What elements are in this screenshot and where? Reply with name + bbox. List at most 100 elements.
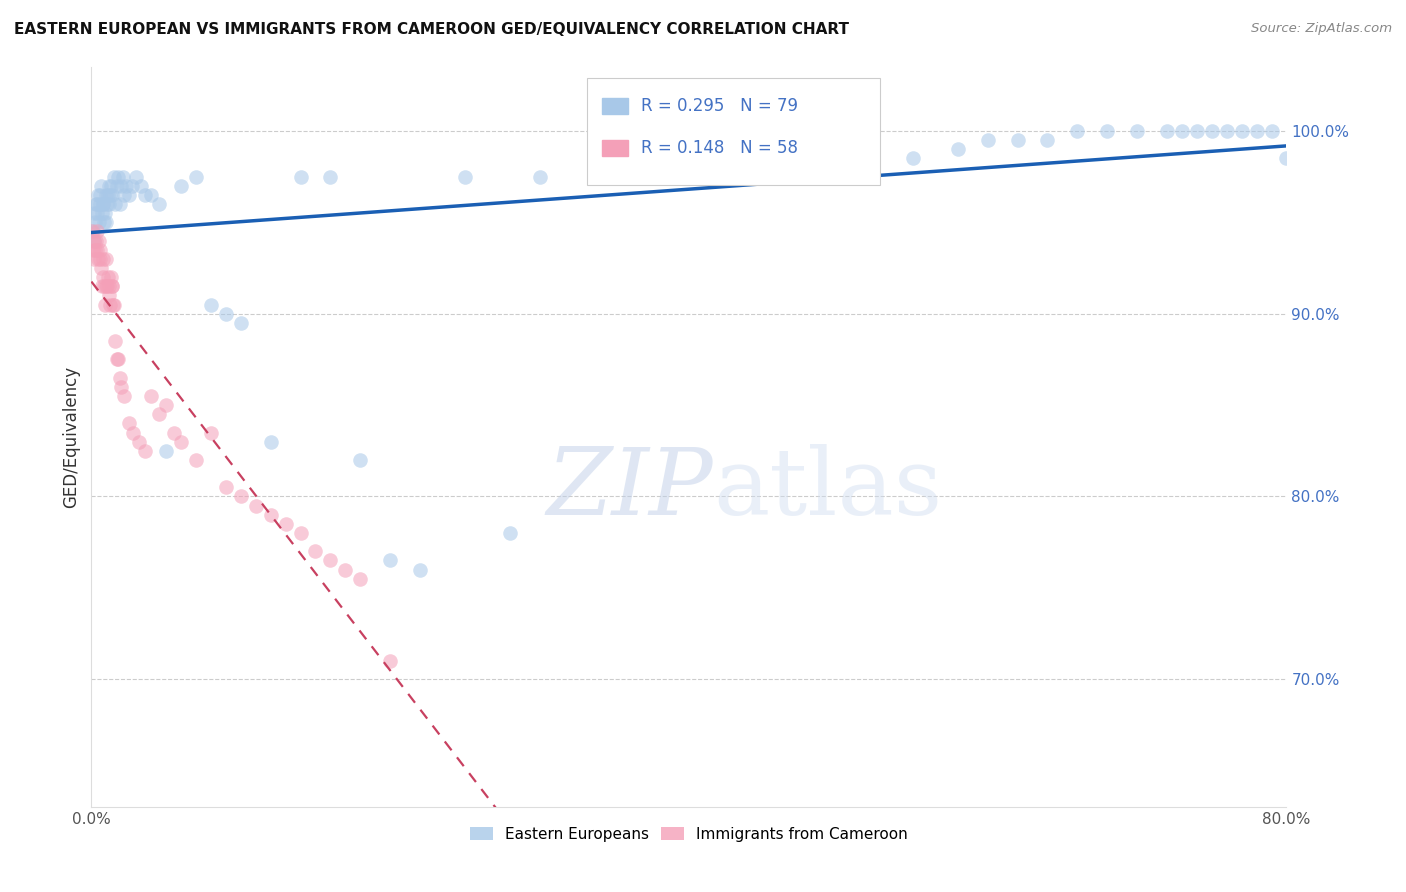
- Point: [409, 563, 432, 577]
- Point: [200, 297, 222, 311]
- Point: [101, 279, 124, 293]
- Point: [129, 178, 152, 193]
- Point: [89, 243, 111, 257]
- FancyBboxPatch shape: [602, 140, 628, 156]
- Point: [678, 151, 700, 165]
- Point: [82, 243, 104, 257]
- Legend: Eastern Europeans, Immigrants from Cameroon: Eastern Europeans, Immigrants from Camer…: [464, 821, 914, 847]
- Point: [97, 270, 120, 285]
- Point: [104, 197, 127, 211]
- Point: [111, 169, 134, 184]
- Point: [87, 187, 110, 202]
- Point: [84, 234, 107, 248]
- Point: [319, 553, 342, 567]
- Point: [290, 169, 312, 184]
- Point: [90, 206, 112, 220]
- Point: [98, 187, 121, 202]
- Point: [1066, 124, 1088, 138]
- Point: [162, 425, 184, 440]
- Point: [89, 197, 111, 211]
- Point: [121, 178, 143, 193]
- Point: [86, 206, 108, 220]
- Point: [1126, 124, 1149, 138]
- Point: [827, 142, 849, 156]
- Point: [90, 279, 112, 293]
- Point: [603, 161, 626, 175]
- Point: [946, 142, 969, 156]
- Text: ZIP: ZIP: [546, 444, 713, 534]
- Point: [98, 297, 121, 311]
- Point: [104, 334, 127, 348]
- Point: [86, 224, 108, 238]
- Point: [100, 178, 122, 193]
- Point: [101, 187, 124, 202]
- Point: [87, 252, 110, 266]
- FancyBboxPatch shape: [602, 98, 628, 114]
- Point: [1156, 124, 1178, 138]
- Point: [101, 297, 124, 311]
- Point: [112, 187, 135, 202]
- Point: [84, 197, 107, 211]
- Point: [105, 178, 128, 193]
- Point: [335, 563, 357, 577]
- Point: [259, 434, 281, 449]
- Point: [498, 526, 520, 541]
- Point: [112, 389, 135, 403]
- Point: [93, 197, 115, 211]
- Point: [901, 151, 924, 165]
- Point: [118, 187, 141, 202]
- Point: [93, 279, 115, 293]
- Point: [1275, 151, 1298, 165]
- Point: [82, 224, 104, 238]
- Point: [1185, 124, 1208, 138]
- Point: [89, 187, 111, 202]
- Point: [229, 316, 252, 330]
- Point: [83, 234, 105, 248]
- Point: [108, 197, 131, 211]
- Point: [114, 178, 136, 193]
- Point: [82, 224, 104, 238]
- Point: [170, 178, 193, 193]
- Point: [155, 398, 177, 412]
- Point: [1097, 124, 1119, 138]
- Point: [378, 553, 402, 567]
- Y-axis label: GED/Equivalency: GED/Equivalency: [62, 366, 80, 508]
- Point: [103, 169, 125, 184]
- Point: [86, 243, 108, 257]
- Point: [94, 206, 117, 220]
- Point: [91, 197, 114, 211]
- Point: [86, 197, 108, 211]
- Point: [215, 307, 238, 321]
- Point: [529, 169, 551, 184]
- Point: [170, 434, 193, 449]
- Point: [259, 508, 281, 522]
- Point: [93, 215, 115, 229]
- Point: [103, 297, 125, 311]
- Point: [1007, 133, 1029, 147]
- Point: [245, 499, 267, 513]
- Point: [110, 178, 132, 193]
- Point: [84, 243, 107, 257]
- Point: [98, 197, 121, 211]
- Point: [134, 443, 156, 458]
- Point: [107, 169, 129, 184]
- Point: [94, 279, 117, 293]
- Point: [148, 407, 170, 421]
- Point: [97, 178, 120, 193]
- Point: [87, 215, 110, 229]
- Point: [184, 169, 207, 184]
- Point: [184, 453, 207, 467]
- Point: [1036, 133, 1059, 147]
- Point: [976, 133, 998, 147]
- FancyBboxPatch shape: [588, 78, 880, 186]
- Point: [1246, 124, 1268, 138]
- Point: [105, 352, 128, 367]
- Text: EASTERN EUROPEAN VS IMMIGRANTS FROM CAMEROON GED/EQUIVALENCY CORRELATION CHART: EASTERN EUROPEAN VS IMMIGRANTS FROM CAME…: [14, 22, 849, 37]
- Point: [155, 443, 177, 458]
- Point: [319, 169, 342, 184]
- Point: [97, 187, 120, 202]
- Point: [200, 425, 222, 440]
- Point: [84, 215, 107, 229]
- Point: [148, 197, 170, 211]
- Point: [128, 434, 150, 449]
